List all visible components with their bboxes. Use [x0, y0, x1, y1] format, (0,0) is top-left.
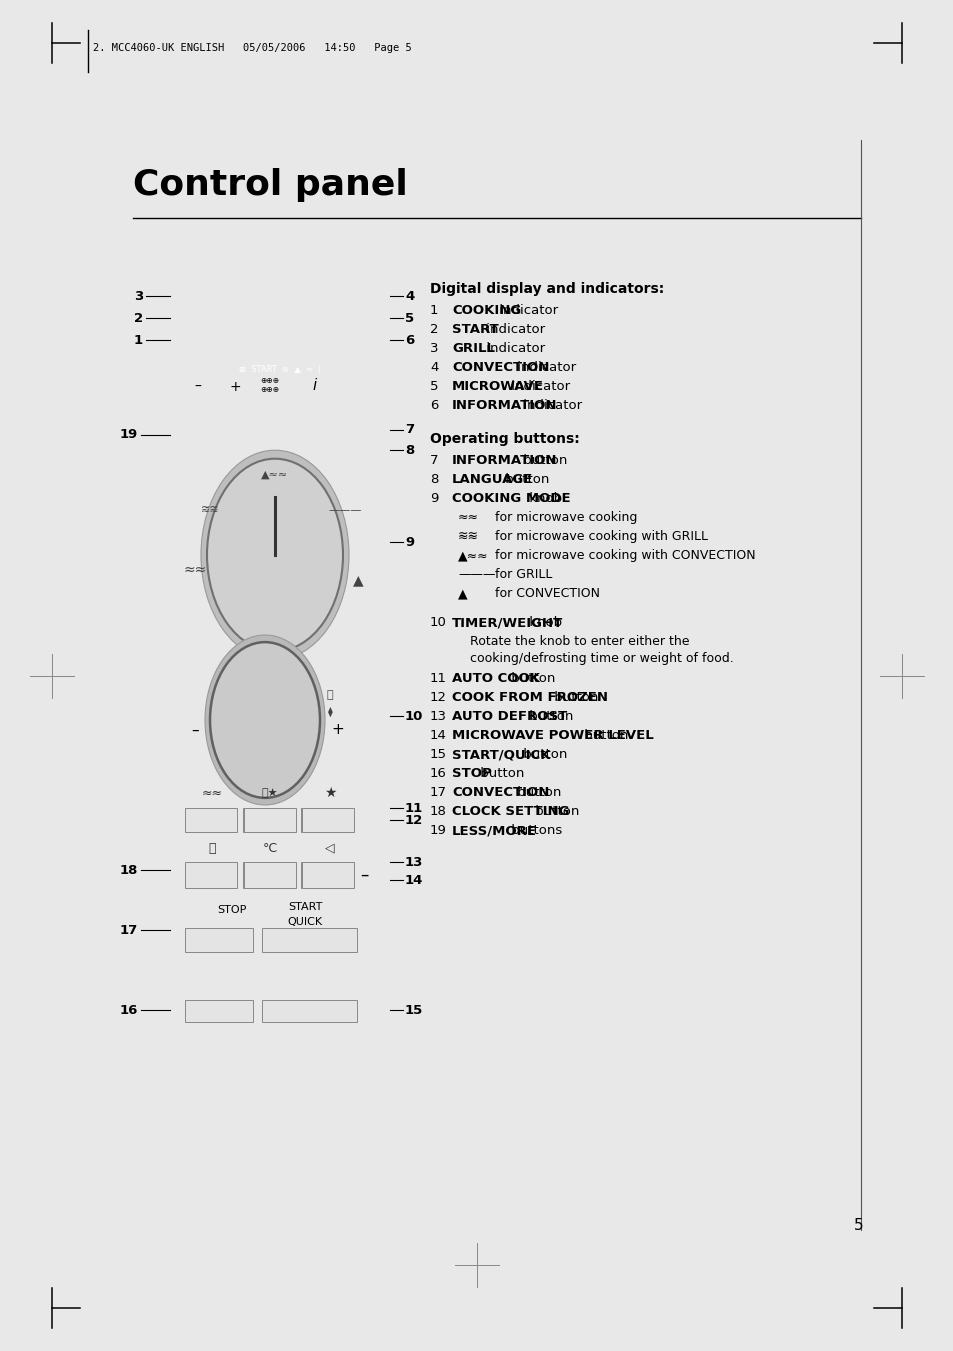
Text: button: button — [518, 748, 567, 761]
Text: 7: 7 — [430, 454, 438, 467]
Text: 17: 17 — [430, 786, 447, 798]
Text: button: button — [579, 730, 628, 742]
Text: 17: 17 — [120, 924, 138, 936]
Text: cooking/defrosting time or weight of food.: cooking/defrosting time or weight of foo… — [470, 653, 733, 665]
Text: –: – — [191, 723, 198, 738]
Text: indicator: indicator — [482, 342, 545, 355]
Text: ⧖: ⧖ — [208, 842, 215, 854]
Text: LESS/MORE: LESS/MORE — [452, 824, 537, 838]
Text: ★: ★ — [323, 786, 335, 800]
Text: INFORMATION: INFORMATION — [452, 454, 557, 467]
Text: 15: 15 — [430, 748, 447, 761]
Text: 15: 15 — [405, 1004, 423, 1016]
Text: knob: knob — [525, 616, 561, 630]
Text: button: button — [506, 671, 555, 685]
Text: START: START — [288, 902, 322, 912]
Text: 6: 6 — [430, 399, 438, 412]
FancyBboxPatch shape — [170, 253, 390, 700]
Text: ⧫: ⧫ — [327, 707, 332, 717]
Text: 11: 11 — [430, 671, 447, 685]
Text: 2. MCC4060-UK ENGLISH   05/05/2006   14:50   Page 5: 2. MCC4060-UK ENGLISH 05/05/2006 14:50 P… — [92, 43, 412, 53]
Text: 8: 8 — [430, 473, 438, 486]
FancyBboxPatch shape — [192, 280, 274, 342]
Text: ≈≈: ≈≈ — [201, 786, 222, 800]
Text: button: button — [549, 690, 598, 704]
Text: 9: 9 — [405, 535, 414, 549]
Text: –: – — [194, 380, 201, 394]
Text: 4: 4 — [405, 289, 414, 303]
FancyBboxPatch shape — [262, 1000, 356, 1021]
Text: 3: 3 — [133, 289, 143, 303]
Text: ———: ——— — [457, 567, 495, 581]
Text: for microwave cooking: for microwave cooking — [495, 511, 637, 524]
Text: i: i — [313, 377, 316, 393]
Text: indicator: indicator — [495, 304, 558, 317]
Text: indicator: indicator — [482, 323, 545, 336]
Text: COOKING MODE: COOKING MODE — [452, 492, 570, 505]
Circle shape — [210, 642, 319, 798]
Text: AUTO DEFROST: AUTO DEFROST — [452, 711, 567, 723]
Text: ▲: ▲ — [457, 586, 467, 600]
Text: LANGUAGE: LANGUAGE — [452, 473, 533, 486]
Text: ◁: ◁ — [325, 842, 335, 854]
Text: ≋≋: ≋≋ — [457, 530, 478, 543]
Text: 16: 16 — [119, 1004, 138, 1016]
Text: indicator: indicator — [513, 361, 576, 374]
Text: 5: 5 — [430, 380, 438, 393]
Text: button: button — [476, 767, 524, 780]
Text: QUICK: QUICK — [287, 917, 322, 927]
Text: ⧖: ⧖ — [326, 690, 333, 700]
FancyBboxPatch shape — [287, 280, 369, 342]
Text: 3: 3 — [430, 342, 438, 355]
Text: 14: 14 — [405, 874, 423, 886]
Text: COOK FROM FROZEN: COOK FROM FROZEN — [452, 690, 607, 704]
Text: button: button — [531, 805, 579, 817]
Text: 7: 7 — [405, 423, 414, 436]
Text: ≋≋: ≋≋ — [200, 505, 219, 515]
FancyBboxPatch shape — [185, 808, 236, 832]
FancyBboxPatch shape — [185, 862, 236, 888]
Text: 8: 8 — [405, 443, 414, 457]
Text: 16: 16 — [430, 767, 446, 780]
Text: button: button — [525, 711, 573, 723]
FancyBboxPatch shape — [170, 253, 390, 390]
Text: CLOCK SETTING: CLOCK SETTING — [452, 805, 569, 817]
Text: +: + — [332, 723, 344, 738]
Text: ▲: ▲ — [353, 573, 363, 586]
Text: Rotate the knob to enter either the: Rotate the knob to enter either the — [470, 635, 689, 648]
Text: button: button — [500, 473, 549, 486]
Text: CONVECTION: CONVECTION — [452, 361, 549, 374]
Text: 5: 5 — [405, 312, 414, 324]
Text: ———: ——— — [328, 505, 361, 515]
Text: 11: 11 — [405, 801, 423, 815]
Text: 13: 13 — [430, 711, 447, 723]
Text: MICROWAVE: MICROWAVE — [452, 380, 543, 393]
Text: 18: 18 — [430, 805, 446, 817]
FancyBboxPatch shape — [185, 928, 253, 952]
Text: STOP: STOP — [452, 767, 491, 780]
Text: indicator: indicator — [506, 380, 570, 393]
Text: ⊕⊕⊕
⊕⊕⊕: ⊕⊕⊕ ⊕⊕⊕ — [260, 377, 279, 393]
Text: button: button — [513, 786, 560, 798]
Text: Digital display and indicators:: Digital display and indicators: — [430, 282, 663, 296]
FancyBboxPatch shape — [92, 135, 861, 1233]
Text: 4: 4 — [430, 361, 438, 374]
FancyBboxPatch shape — [244, 862, 295, 888]
Text: ⊠  START  ≋  ▲  ≈  |: ⊠ START ≋ ▲ ≈ | — [238, 366, 321, 374]
Text: 2: 2 — [133, 312, 143, 324]
Text: +: + — [229, 380, 240, 394]
Text: ⧖★: ⧖★ — [261, 788, 278, 798]
FancyBboxPatch shape — [244, 808, 295, 832]
FancyBboxPatch shape — [262, 928, 356, 952]
Text: 9: 9 — [430, 492, 438, 505]
Text: 1: 1 — [133, 334, 143, 346]
Text: ▲≈≈: ▲≈≈ — [261, 470, 289, 480]
Text: 2: 2 — [430, 323, 438, 336]
Text: for microwave cooking with CONVECTION: for microwave cooking with CONVECTION — [495, 549, 755, 562]
Text: knob: knob — [525, 492, 561, 505]
FancyBboxPatch shape — [302, 808, 354, 832]
Text: 10: 10 — [430, 616, 446, 630]
